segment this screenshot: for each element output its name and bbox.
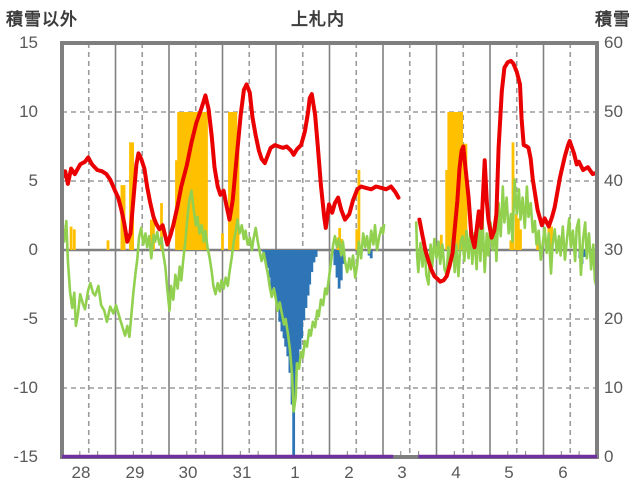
right-tick-60: 60	[604, 33, 623, 52]
x-tick-2: 2	[344, 463, 354, 482]
left-tick-10: 10	[19, 102, 38, 121]
right-tick-40: 40	[604, 171, 623, 190]
x-tick-5: 5	[504, 463, 514, 482]
right-tick-30: 30	[604, 240, 623, 259]
right-tick-20: 20	[604, 309, 623, 328]
chart-title: 上札内	[291, 10, 345, 29]
right-tick-0: 0	[604, 447, 614, 466]
x-tick-3: 3	[397, 463, 407, 482]
left-tick-m10: -10	[13, 378, 38, 397]
x-tick-29: 29	[125, 463, 145, 482]
x-tick-1: 1	[290, 463, 300, 482]
right-tick-50: 50	[604, 102, 623, 121]
left-tick-m5: -5	[22, 309, 38, 328]
x-tick-6: 6	[558, 463, 568, 482]
left-tick-0: 0	[28, 240, 38, 259]
left-axis-title: 積雪以外	[6, 10, 78, 29]
left-tick-15: 15	[19, 33, 38, 52]
left-tick-5: 5	[28, 171, 38, 190]
x-tick-4: 4	[451, 463, 461, 482]
right-axis-title: 積雪	[595, 10, 631, 29]
x-tick-31: 31	[232, 463, 252, 482]
x-tick-30: 30	[178, 463, 198, 482]
x-tick-28: 28	[71, 463, 91, 482]
left-tick-m15: -15	[13, 447, 38, 466]
right-tick-10: 10	[604, 378, 623, 397]
